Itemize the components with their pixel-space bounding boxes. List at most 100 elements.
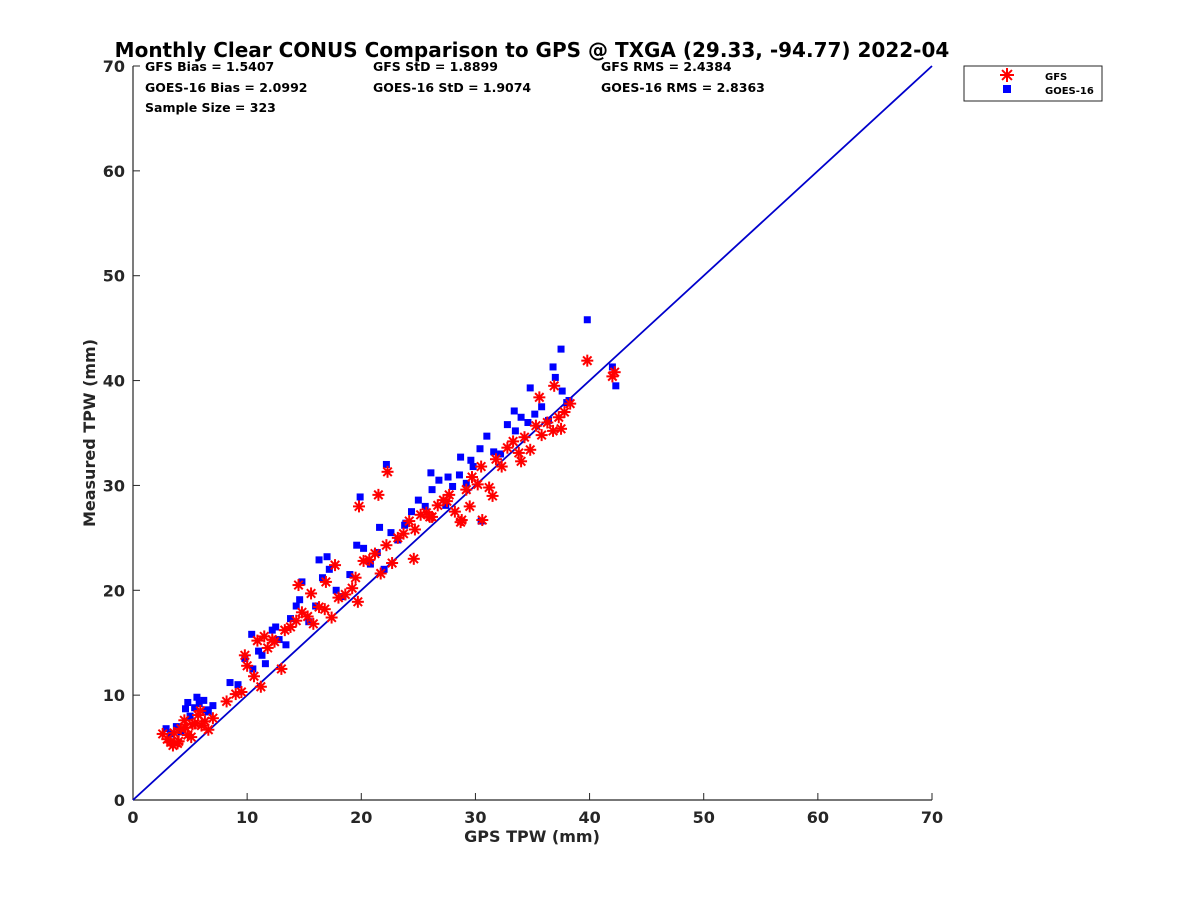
gfs-point	[266, 633, 279, 646]
goes16-point	[558, 387, 566, 395]
goes16-point	[531, 410, 539, 418]
gfs-point	[581, 354, 594, 367]
gfs-point	[558, 406, 571, 419]
y-tick-label: 20	[103, 581, 125, 600]
y-tick-label: 10	[103, 686, 125, 705]
goes16-point	[323, 553, 331, 561]
goes16-point	[497, 450, 505, 458]
legend-goes16-marker	[1003, 85, 1011, 93]
gfs-point	[440, 495, 453, 508]
x-tick-label: 60	[807, 808, 829, 827]
goes16-point	[184, 698, 192, 706]
y-tick-label: 70	[103, 57, 125, 76]
goes16-point	[608, 363, 616, 371]
gfs-point	[372, 488, 385, 501]
goes16-point	[353, 541, 361, 549]
goes16-point	[275, 636, 283, 644]
goes16-point	[583, 316, 591, 324]
goes16-point	[462, 479, 470, 487]
gfs-point	[380, 539, 393, 552]
gfs-point	[307, 617, 320, 630]
y-tick-label: 50	[103, 267, 125, 286]
gfs-point	[486, 489, 499, 502]
x-tick-label: 10	[236, 808, 258, 827]
gfs-point	[202, 723, 215, 736]
goes16-point	[455, 471, 463, 479]
goes16-point	[346, 571, 354, 579]
gfs-point	[455, 514, 468, 527]
stat-sample-size: Sample Size = 323	[145, 100, 276, 115]
gfs-point	[381, 465, 394, 478]
gfs-point	[186, 718, 199, 731]
goes16-point	[524, 419, 532, 427]
goes16-point	[226, 679, 234, 687]
goes16-point	[526, 384, 534, 392]
gfs-point	[172, 735, 185, 748]
gfs-point	[275, 662, 288, 675]
goes16-point	[312, 602, 320, 610]
goes16-point	[248, 630, 256, 638]
goes16-point	[427, 469, 435, 477]
gfs-point	[254, 680, 267, 693]
goes16-point	[557, 345, 565, 353]
goes16-point	[234, 681, 242, 689]
gfs-point	[606, 370, 619, 383]
goes16-point	[325, 565, 333, 573]
y-tick-label: 60	[103, 162, 125, 181]
stat-goes-bias: GOES-16 Bias = 2.0992	[145, 80, 307, 95]
legend: GFS GOES-16	[963, 65, 1103, 102]
goes16-series	[162, 316, 620, 738]
gfs-point	[353, 500, 366, 513]
gfs-point	[533, 391, 546, 404]
goes16-point	[408, 508, 416, 516]
gfs-point	[476, 514, 489, 527]
gfs-point	[475, 460, 488, 473]
goes16-point	[167, 730, 175, 738]
goes16-point	[444, 473, 452, 481]
gfs-point	[507, 435, 520, 448]
gfs-point	[408, 523, 421, 536]
gfs-point	[325, 611, 338, 624]
gfs-point	[555, 422, 568, 435]
gfs-point	[423, 510, 436, 523]
x-tick-label: 50	[693, 808, 715, 827]
x-tick-label: 40	[578, 808, 600, 827]
gfs-point	[247, 670, 260, 683]
gfs-point	[368, 547, 381, 560]
gfs-point	[305, 587, 318, 600]
gfs-point	[319, 575, 332, 588]
gfs-point	[518, 431, 531, 444]
gfs-series	[156, 354, 621, 752]
gfs-point	[220, 695, 233, 708]
goes16-point	[612, 382, 620, 390]
goes16-point	[467, 456, 475, 464]
goes16-point	[517, 413, 525, 421]
gfs-point	[386, 557, 399, 570]
gfs-point	[466, 471, 479, 484]
goes16-point	[296, 596, 304, 604]
goes16-point	[442, 501, 450, 509]
goes16-point	[193, 693, 201, 701]
gfs-point	[363, 553, 376, 566]
goes16-point	[549, 363, 557, 371]
goes16-point	[428, 486, 436, 494]
goes16-point	[421, 502, 429, 510]
goes16-point	[315, 556, 323, 564]
goes16-point	[332, 586, 340, 594]
goes16-point	[469, 463, 477, 471]
goes16-point	[449, 482, 457, 490]
gfs-point	[194, 704, 207, 717]
goes16-point	[292, 602, 300, 610]
axes	[132, 66, 932, 801]
gfs-point	[403, 515, 416, 528]
goes16-point	[200, 696, 208, 704]
gfs-point	[460, 483, 473, 496]
gfs-point	[512, 446, 525, 459]
legend-gfs-asterisk	[1000, 68, 1014, 82]
goes16-point	[195, 700, 203, 708]
gfs-point	[448, 505, 461, 518]
gfs-point	[238, 649, 251, 662]
x-tick-label: 20	[350, 808, 372, 827]
goes16-point	[249, 665, 257, 673]
